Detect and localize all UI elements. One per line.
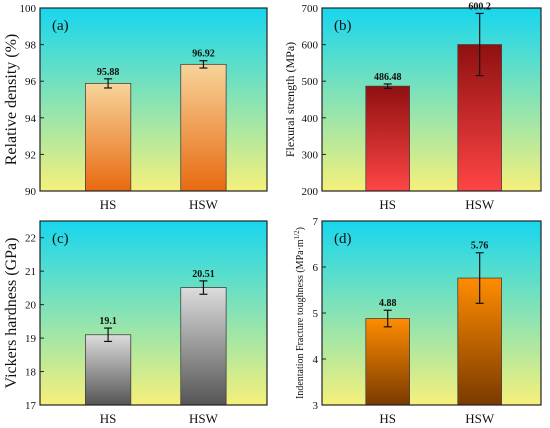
bar-hsw [180,287,227,406]
y-tick-label: 92 [25,149,36,161]
chart-panel-4: 3 4 5 6 7 4.88 HS 5.76 HSW (d) Indentation Fractur… [293,216,542,426]
x-tick-label: HSW [189,197,219,212]
bar-hs [85,82,132,192]
data-label: 486.48 [374,72,402,83]
y-axis-label: Flexural strength (MPa) [283,42,297,157]
y-tick-label: 700 [302,3,319,15]
bar-hs [365,85,410,192]
y-tick-label: 98 [25,40,37,52]
chart-panel-1: 90 92 94 96 98 100 95.88 HS 96.92 HSW (a) Relative … [3,3,268,212]
panel-label: (a) [52,18,69,34]
y-axis-label: Indentation Fracture toughness (MPa·m1/2… [293,227,306,399]
y-tick-label: 22 [25,233,36,245]
plot-area [40,8,267,191]
y-tick-label: 94 [25,113,37,125]
x-tick-label: HSW [189,411,219,426]
chart-panel-2: 200 300 400 500 600 700 486.48 HS 600.2 HSW (b) Fle… [283,1,542,212]
y-tick-label: 19 [25,333,37,345]
y-tick-label: 500 [302,76,319,88]
y-tick-label: 400 [302,113,319,125]
data-label: 20.51 [192,269,215,280]
y-tick-label: 4 [313,354,319,366]
x-tick-label: HS [100,411,117,426]
x-tick-label: HSW [465,411,495,426]
x-tick-label: HS [379,411,396,426]
bar-hs [365,318,410,406]
axes-frame [39,220,268,406]
y-tick-label: 3 [313,400,319,412]
x-tick-label: HS [379,197,396,212]
plot-area [322,8,541,191]
bar-hsw [180,63,227,192]
y-tick-label: 17 [25,400,37,412]
plot-area [40,221,267,405]
panel-label: (d) [334,231,352,247]
y-tick-label: 5 [313,308,319,320]
axes-frame [321,220,542,406]
y-tick-label: 18 [25,367,37,379]
y-tick-label: 200 [302,186,319,198]
data-label: 95.88 [97,67,120,78]
y-tick-label: 21 [25,266,36,278]
data-label: 4.88 [379,298,397,309]
y-tick-label: 6 [313,262,319,274]
y-axis-label: Vickers hardness (GPa) [3,238,20,389]
y-tick-label: 90 [25,186,37,198]
y-tick-label: 600 [302,40,319,52]
data-label: 5.76 [471,241,489,252]
x-tick-label: HS [100,197,117,212]
y-tick-label: 20 [25,300,37,312]
axes-frame [321,7,542,192]
data-label: 96.92 [192,49,215,60]
panel-label: (b) [334,18,352,34]
data-label: 600.2 [468,1,491,12]
y-axis-label: Relative density (%) [3,34,20,166]
y-tick-label: 300 [302,149,319,161]
y-tick-label: 7 [313,216,319,228]
axes-frame [39,7,268,192]
y-tick-label: 100 [20,3,37,15]
plot-area [322,221,541,405]
y-tick-label: 96 [25,76,37,88]
chart-panel-3: 17 18 19 20 21 22 19.1 HS 20.51 HSW (c) Vickers har… [3,220,268,426]
x-tick-label: HSW [465,197,495,212]
panel-label: (c) [52,231,69,247]
data-label: 19.1 [99,316,117,327]
bar-hs [85,334,132,406]
